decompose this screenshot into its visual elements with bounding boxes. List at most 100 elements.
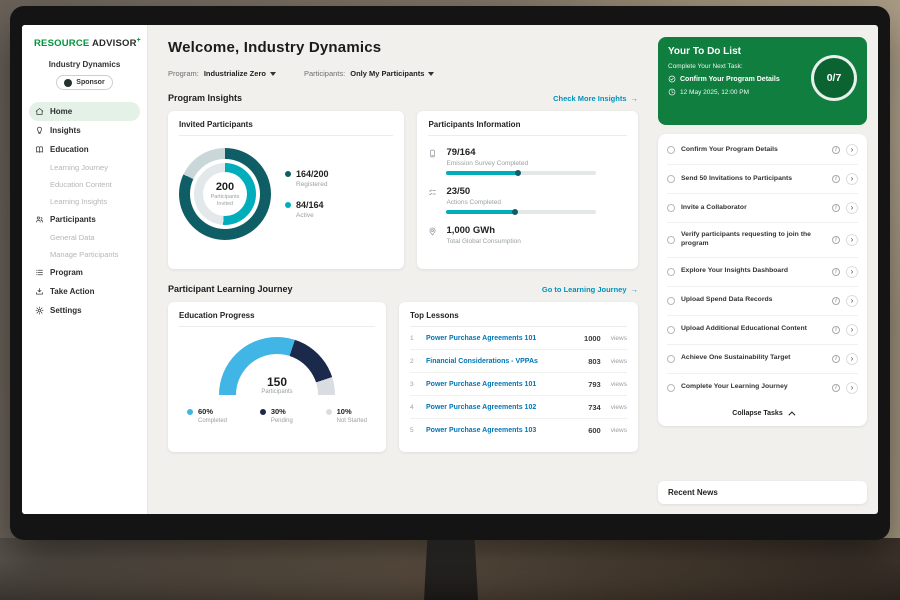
chevron-right-icon[interactable] <box>846 352 858 365</box>
info-icon[interactable] <box>832 354 840 363</box>
chevron-right-icon[interactable] <box>846 233 858 246</box>
sidebar-item-label: Education Content <box>50 180 112 190</box>
lesson-title-link[interactable]: Power Purchase Agreements 103 <box>426 426 537 434</box>
legend-item-completed: 60% Completed <box>187 407 227 424</box>
task-label: Upload Spend Data Records <box>681 296 773 304</box>
task-checkbox[interactable] <box>667 175 675 183</box>
sponsor-label: Sponsor <box>76 79 105 87</box>
sidebar-item-label: Manage Participants <box>50 250 119 260</box>
sidebar-item-label: Take Action <box>50 287 95 297</box>
education-progress-card: Education Progress 150 Participants <box>168 302 386 452</box>
task-checkbox[interactable] <box>667 354 675 363</box>
sidebar-item-take-action[interactable]: Take Action <box>29 282 140 301</box>
task-checkbox[interactable] <box>667 296 675 305</box>
donut-center-value: 200 <box>215 180 235 193</box>
legend-pct: 30% <box>270 407 286 416</box>
task-row-verify-participants: Verify participants requesting to join t… <box>667 223 858 258</box>
task-checkbox[interactable] <box>667 204 675 212</box>
info-icon[interactable] <box>832 175 840 183</box>
lesson-row: 2 Financial Considerations - VPPAs 803 v… <box>410 350 627 373</box>
org-name: Industry Dynamics <box>48 60 121 70</box>
participants-filter-dropdown[interactable]: Only My Participants <box>350 69 435 78</box>
task-row-confirm-program: Confirm Your Program Details <box>667 136 858 165</box>
task-row-send-invitations: Send 50 Invitations to Participants <box>667 165 858 194</box>
stat-global-consumption: 1,000 GWh Total Global Consumption <box>428 225 627 249</box>
gauge: 150 Participants <box>219 337 335 395</box>
sidebar-item-program[interactable]: Program <box>29 263 140 282</box>
sponsor-badge[interactable]: Sponsor <box>56 75 113 91</box>
monitor-bezel: RESOURCE ADVISOR+ Industry Dynamics Spon… <box>10 6 890 540</box>
check-more-insights-link[interactable]: Check More Insights → <box>553 94 638 103</box>
info-icon[interactable] <box>832 267 840 276</box>
task-label: Explore Your Insights Dashboard <box>681 267 789 275</box>
task-checkbox[interactable] <box>667 146 675 154</box>
sidebar-item-learning-insights[interactable]: Learning Insights <box>29 193 140 210</box>
info-icon[interactable] <box>832 235 840 244</box>
info-icon[interactable] <box>832 325 840 334</box>
legend-label: Not Started <box>336 418 367 424</box>
info-icon[interactable] <box>832 204 840 212</box>
learning-journey-header: Participant Learning Journey Go to Learn… <box>168 284 638 294</box>
card-title: Top Lessons <box>410 311 627 327</box>
lesson-views: 793 <box>588 379 601 389</box>
info-icon[interactable] <box>832 296 840 305</box>
lesson-title-link[interactable]: Power Purchase Agreements 102 <box>426 403 537 411</box>
chevron-right-icon[interactable] <box>846 294 858 307</box>
sidebar-item-education[interactable]: Education <box>29 140 140 159</box>
lesson-row: 1 Power Purchase Agreements 101 1000 vie… <box>410 327 627 350</box>
participants-information-card: Participants Information 79/164 Emission… <box>417 111 638 269</box>
home-icon <box>35 108 44 116</box>
chevron-right-icon[interactable] <box>846 173 858 185</box>
todo-progress-ring: 0/7 <box>811 55 857 101</box>
task-checkbox[interactable] <box>667 383 675 392</box>
info-icon[interactable] <box>832 383 840 392</box>
sidebar-item-home[interactable]: Home <box>29 102 140 122</box>
task-checkbox[interactable] <box>667 235 675 244</box>
lesson-title-link[interactable]: Power Purchase Agreements 101 <box>426 380 537 388</box>
sidebar-item-label: Learning Insights <box>50 197 108 207</box>
sidebar: RESOURCE ADVISOR+ Industry Dynamics Spon… <box>22 25 148 514</box>
lesson-views: 600 <box>588 425 601 435</box>
stat-value: 79/164 <box>446 147 476 158</box>
sidebar-item-settings[interactable]: Settings <box>29 301 140 320</box>
section-title: Participant Learning Journey <box>168 284 293 294</box>
sidebar-item-learning-journey[interactable]: Learning Journey <box>29 159 140 176</box>
app-logo: RESOURCE ADVISOR+ <box>22 37 147 49</box>
sidebar-item-general-data[interactable]: General Data <box>29 229 140 246</box>
todo-progress-value: 0/7 <box>826 72 842 84</box>
chevron-right-icon[interactable] <box>846 202 858 214</box>
legend-dot-registered <box>285 171 291 177</box>
stat-actions-completed: 23/50 Actions Completed <box>428 186 627 215</box>
card-title: Education Progress <box>179 311 375 327</box>
chevron-up-icon <box>788 411 796 419</box>
task-checkbox[interactable] <box>667 325 675 334</box>
chevron-right-icon[interactable] <box>846 144 858 156</box>
legend-dot-active <box>285 202 291 208</box>
emission-progress-bar <box>446 170 597 176</box>
task-checkbox[interactable] <box>667 267 675 276</box>
chevron-right-icon[interactable] <box>846 381 858 394</box>
sidebar-item-label: Learning Journey <box>50 163 108 173</box>
program-filter-dropdown[interactable]: Industrialize Zero <box>204 69 276 78</box>
lesson-views-suffix: views <box>610 403 627 411</box>
sidebar-item-insights[interactable]: Insights <box>29 121 140 140</box>
collapse-tasks-button[interactable]: Collapse Tasks <box>667 402 858 424</box>
lesson-views-suffix: views <box>610 357 627 365</box>
lesson-title-link[interactable]: Power Purchase Agreements 101 <box>426 334 537 342</box>
task-label: Invite a Collaborator <box>681 203 747 211</box>
invited-card-body: 200 Participants Invited 164/200 Registe… <box>179 136 393 240</box>
sidebar-item-education-content[interactable]: Education Content <box>29 176 140 193</box>
chevron-right-icon[interactable] <box>846 265 858 278</box>
sidebar-item-manage-participants[interactable]: Manage Participants <box>29 246 140 263</box>
chevron-right-icon[interactable] <box>846 323 858 336</box>
arrow-right-icon: → <box>630 93 639 103</box>
legend-value: 164/200 <box>296 169 329 179</box>
card-title: Invited Participants <box>179 120 394 136</box>
participants-filter: Participants: Only My Participants <box>304 69 435 78</box>
sidebar-item-participants[interactable]: Participants <box>29 210 140 229</box>
info-icon[interactable] <box>832 146 840 154</box>
go-to-learning-journey-link[interactable]: Go to Learning Journey → <box>542 285 638 294</box>
legend-dot-completed <box>187 409 193 415</box>
lesson-title-link[interactable]: Financial Considerations - VPPAs <box>426 357 538 365</box>
stat-value: 1,000 GWh <box>446 225 496 236</box>
